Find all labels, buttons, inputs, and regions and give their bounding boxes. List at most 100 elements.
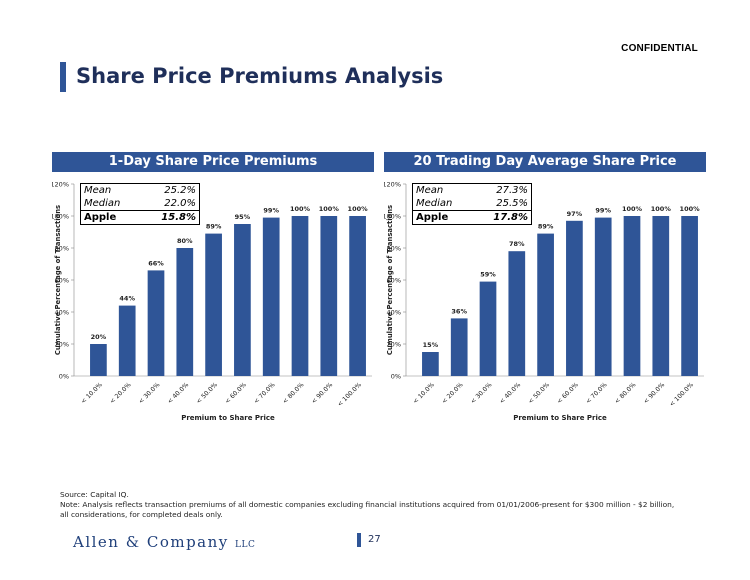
data-label: 100% (319, 205, 340, 213)
bar (262, 217, 280, 376)
stat-mean-row: Mean 27.3% (413, 184, 531, 197)
bar (479, 281, 497, 376)
stat-median-row: Median 22.0% (81, 197, 199, 210)
bar (234, 224, 251, 376)
data-label: 97% (567, 210, 583, 218)
data-label: 44% (119, 295, 135, 303)
y-tick-label: 120% (384, 181, 401, 189)
x-tick-label: < 10.0% (80, 381, 104, 405)
bar (176, 248, 194, 376)
data-label: 99% (263, 207, 279, 215)
x-tick-label: < 10.0% (412, 381, 436, 405)
x-tick-label: < 100.0% (336, 381, 363, 408)
bar (422, 352, 439, 376)
data-label: 80% (177, 237, 193, 245)
data-label: 89% (538, 223, 554, 231)
bar (623, 216, 641, 376)
bar (90, 344, 107, 376)
bar (320, 216, 338, 376)
y-tick-label: 60% (55, 277, 69, 285)
stat-apple-value: 15.8% (161, 212, 196, 223)
x-tick-label: < 30.0% (470, 381, 494, 405)
data-label: 100% (680, 205, 701, 213)
bar (147, 270, 165, 376)
data-label: 59% (480, 271, 496, 279)
stat-median-row: Median 25.5% (413, 197, 531, 210)
chart-2-title: 20 Trading Day Average Share Price Premi… (384, 152, 706, 189)
stat-apple-row: Apple 15.8% (81, 210, 199, 224)
x-tick-label: < 90.0% (642, 381, 666, 405)
x-axis-label: Premium to Share Price (181, 414, 275, 422)
data-label: 66% (148, 259, 164, 267)
chart-1-stats-box: Mean 25.2% Median 22.0% Apple 15.8% (80, 183, 200, 225)
x-tick-label: < 50.0% (195, 381, 219, 405)
data-label: 100% (290, 205, 311, 213)
bar (349, 216, 366, 376)
y-axis-label: Cumulative Percentage of Transactions (54, 205, 62, 355)
bar (566, 220, 583, 376)
logo-suffix: LLC (235, 540, 256, 550)
y-tick-label: 60% (387, 277, 401, 285)
stat-apple-label: Apple (416, 212, 449, 223)
data-label: 100% (651, 205, 672, 213)
confidential-label: CONFIDENTIAL (621, 43, 698, 54)
y-tick-label: 0% (391, 373, 401, 381)
stat-median-label: Median (416, 198, 453, 209)
y-tick-label: 80% (387, 245, 401, 253)
stat-median-value: 25.5% (496, 198, 528, 209)
data-label: 89% (206, 223, 222, 231)
y-tick-label: 40% (387, 309, 401, 317)
x-tick-label: < 20.0% (109, 381, 133, 405)
stat-apple-value: 17.8% (493, 212, 528, 223)
x-tick-label: < 50.0% (527, 381, 551, 405)
data-label: 15% (423, 341, 439, 349)
stat-apple-row: Apple 17.8% (413, 210, 531, 224)
bar (594, 217, 612, 376)
x-axis-label: Premium to Share Price (513, 414, 607, 422)
x-tick-label: < 80.0% (282, 381, 306, 405)
stat-apple-label: Apple (84, 212, 117, 223)
stat-mean-label: Mean (416, 185, 444, 196)
x-tick-label: < 30.0% (138, 381, 162, 405)
data-label: 99% (595, 207, 611, 215)
bar (118, 305, 136, 376)
x-tick-label: < 90.0% (310, 381, 334, 405)
y-tick-label: 120% (52, 181, 69, 189)
page-number-accent (357, 533, 361, 547)
y-axis-label: Cumulative Percentage of Transactions (386, 205, 394, 355)
x-tick-label: < 60.0% (224, 381, 248, 405)
y-tick-label: 20% (55, 341, 69, 349)
bar (508, 251, 526, 376)
stat-mean-value: 25.2% (164, 185, 196, 196)
y-tick-label: 80% (55, 245, 69, 253)
data-label: 36% (451, 307, 467, 315)
data-label: 100% (348, 205, 369, 213)
y-tick-label: 100% (52, 213, 69, 221)
title-accent-bar (60, 62, 66, 92)
chart-2-twenty-day-premiums: 0% 20% 40% 60% 80% 100% 120% Cumulative Percent… (384, 181, 704, 422)
x-tick-label: < 70.0% (253, 381, 277, 405)
analysis-note-line-1: Note: Analysis reflects transaction prem… (60, 500, 675, 509)
bar (652, 216, 670, 376)
company-logo: Allen & Company LLC (73, 533, 255, 551)
stat-mean-label: Mean (84, 185, 112, 196)
y-tick-label: 40% (55, 309, 69, 317)
data-label: 95% (235, 213, 251, 221)
y-tick-label: 0% (59, 373, 69, 381)
footnotes: Source: Capital IQ. Note: Analysis refle… (60, 490, 674, 520)
y-tick-label: 100% (384, 213, 401, 221)
data-label: 100% (622, 205, 643, 213)
x-tick-label: < 70.0% (585, 381, 609, 405)
chart-1-one-day-premiums: 0% 20% 40% 60% 80% 100% 120% Cumulative Percent… (52, 181, 372, 422)
x-tick-label: < 100.0% (668, 381, 695, 408)
stat-mean-row: Mean 25.2% (81, 184, 199, 197)
analysis-note-line-2: all considerations, for completed deals … (60, 510, 223, 519)
x-tick-label: < 80.0% (614, 381, 638, 405)
stat-median-value: 22.0% (164, 198, 196, 209)
chart-1-title: 1-Day Share Price Premiums (52, 152, 374, 172)
x-tick-label: < 20.0% (441, 381, 465, 405)
y-tick-label: 20% (387, 341, 401, 349)
bar (450, 318, 468, 376)
bar (205, 233, 222, 376)
data-label: 78% (509, 240, 525, 248)
